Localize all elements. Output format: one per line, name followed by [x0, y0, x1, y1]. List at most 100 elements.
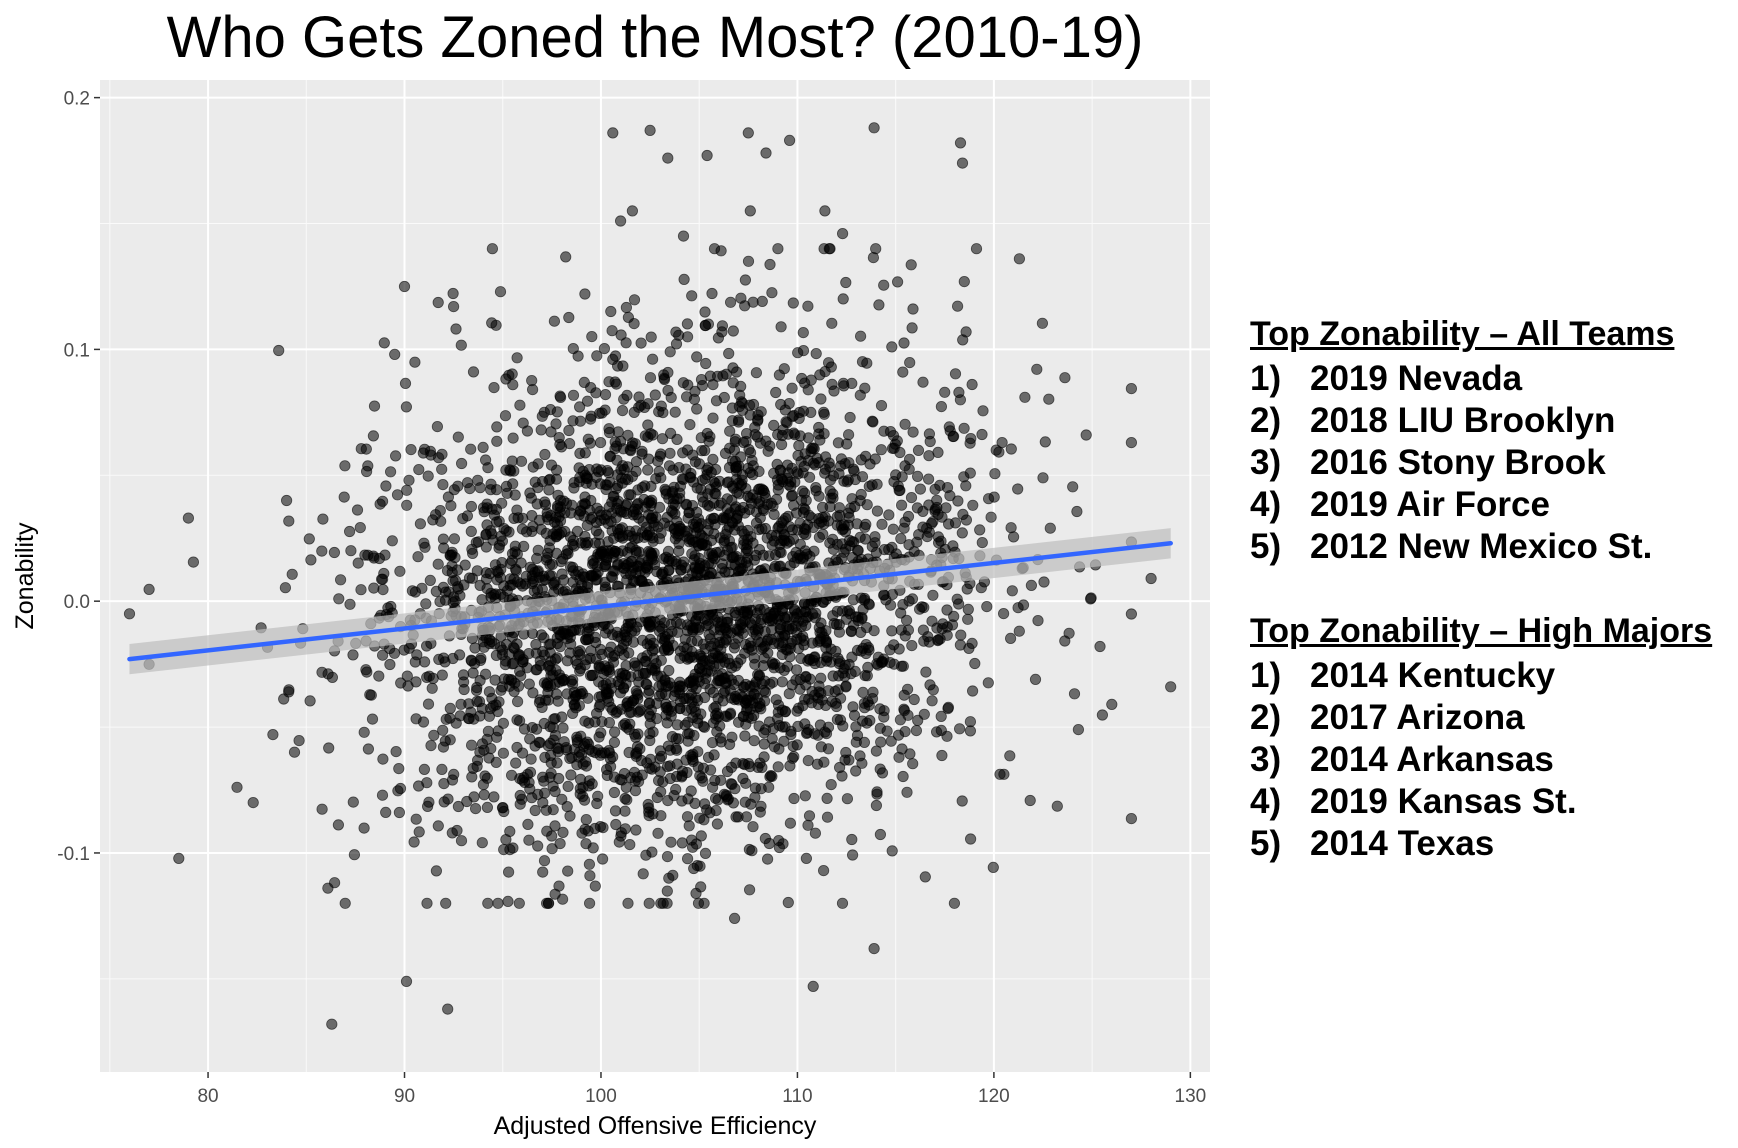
- data-point: [464, 482, 476, 495]
- data-point: [527, 461, 539, 473]
- data-point: [676, 837, 688, 849]
- data-point: [573, 476, 585, 488]
- data-point: [949, 368, 962, 380]
- data-point: [373, 552, 385, 565]
- data-point: [967, 499, 979, 511]
- data-point: [871, 658, 883, 670]
- data-point: [929, 483, 941, 495]
- data-point: [663, 664, 675, 677]
- data-point: [941, 481, 954, 494]
- list-item: 3) 2014 Arkansas: [1250, 739, 1738, 781]
- data-point: [430, 865, 442, 877]
- rank-number: 5): [1250, 824, 1282, 863]
- data-point: [580, 813, 592, 826]
- data-point: [861, 717, 873, 729]
- data-point: [465, 654, 477, 666]
- data-point: [591, 350, 603, 362]
- data-point: [772, 761, 784, 773]
- data-point: [546, 830, 558, 842]
- data-point: [1125, 436, 1138, 449]
- data-point: [786, 622, 798, 635]
- data-point: [692, 521, 704, 534]
- data-point: [604, 760, 617, 773]
- data-point: [670, 732, 682, 745]
- data-point: [681, 642, 693, 655]
- data-point: [644, 734, 656, 747]
- data-point: [855, 626, 867, 639]
- x-tick-label: 90: [394, 1086, 415, 1107]
- data-point: [954, 137, 967, 149]
- data-point: [868, 625, 880, 637]
- data-point: [768, 419, 780, 431]
- data-point: [785, 728, 797, 741]
- data-point: [695, 483, 707, 495]
- data-point: [840, 276, 852, 289]
- data-point: [827, 470, 840, 482]
- data-point: [584, 870, 596, 882]
- data-point: [417, 716, 430, 728]
- data-point: [593, 691, 605, 703]
- data-point: [582, 433, 594, 445]
- data-point: [491, 435, 503, 447]
- data-point: [1005, 443, 1017, 455]
- data-point: [557, 722, 569, 734]
- data-point: [686, 534, 698, 546]
- rank-number: 3): [1250, 443, 1282, 482]
- data-point: [624, 838, 636, 851]
- data-point: [923, 428, 936, 440]
- data-point: [784, 560, 796, 572]
- x-tick-label: 100: [585, 1086, 617, 1107]
- data-point: [317, 513, 329, 525]
- data-point: [472, 474, 484, 486]
- data-point: [874, 722, 886, 734]
- data-point: [603, 716, 616, 729]
- data-point: [964, 437, 976, 449]
- data-point: [677, 377, 690, 389]
- data-point: [548, 315, 561, 327]
- data-point: [610, 440, 623, 452]
- data-point: [819, 463, 832, 475]
- data-point: [800, 670, 812, 683]
- data-point: [467, 667, 479, 679]
- data-point: [620, 622, 632, 635]
- data-point: [469, 802, 482, 815]
- data-point: [636, 448, 648, 460]
- data-point: [710, 395, 723, 407]
- data-point: [674, 702, 686, 715]
- data-point: [878, 425, 890, 437]
- data-point: [620, 660, 632, 672]
- data-point: [619, 805, 631, 817]
- data-point: [520, 570, 532, 583]
- data-point: [437, 652, 450, 664]
- data-point: [316, 803, 328, 815]
- data-point: [755, 800, 767, 812]
- data-point: [303, 533, 315, 545]
- data-point: [439, 735, 451, 747]
- data-point: [605, 682, 617, 695]
- trend-line-group: [127, 528, 1173, 675]
- data-point: [749, 428, 761, 441]
- data-point: [393, 762, 405, 775]
- data-point: [800, 611, 813, 624]
- data-point: [413, 463, 425, 476]
- data-point: [398, 280, 411, 293]
- data-point: [560, 251, 572, 263]
- data-point: [719, 528, 732, 541]
- data-point: [655, 670, 667, 682]
- data-point: [797, 344, 810, 357]
- data-point: [614, 215, 627, 227]
- data-point: [855, 645, 868, 657]
- data-point: [628, 728, 641, 740]
- data-point: [437, 533, 449, 545]
- data-point: [390, 745, 402, 758]
- data-point: [661, 885, 673, 897]
- data-point: [803, 471, 816, 483]
- data-point: [713, 499, 725, 511]
- rank-number: 3): [1250, 740, 1282, 779]
- data-point: [507, 478, 519, 490]
- data-point: [413, 826, 425, 838]
- data-point: [684, 418, 696, 431]
- data-point: [895, 607, 907, 619]
- data-point: [902, 624, 915, 636]
- data-point: [529, 804, 541, 817]
